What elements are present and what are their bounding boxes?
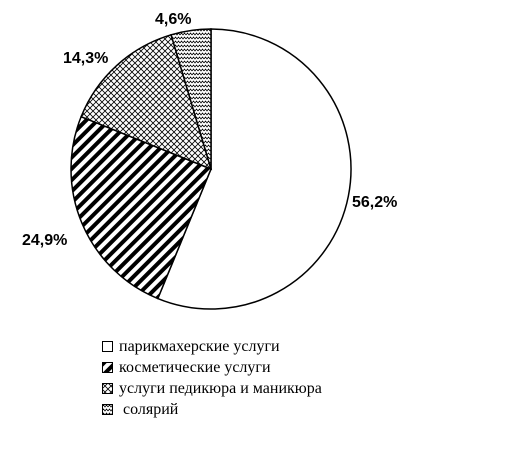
legend-swatch-pedicure-manicure	[102, 383, 113, 394]
pie-value-label: 4,6%	[155, 11, 191, 28]
legend: парикмахерские услуги косметические услу…	[102, 336, 432, 420]
legend-swatch-cosmetic	[102, 362, 113, 373]
legend-label: солярий	[123, 401, 179, 418]
legend-item: косметические услуги	[102, 357, 432, 378]
slice-pedicure-manicure	[80, 33, 213, 171]
pie-slices	[70, 28, 352, 310]
slice-cosmetic	[70, 115, 212, 300]
legend-label: услуги педикюра и маникюра	[119, 380, 322, 397]
legend-item: услуги педикюра и маникюра	[102, 378, 432, 399]
slice-solarium	[170, 28, 212, 170]
pie-value-labels: 56,2% 24,9% 14,3% 4,6%	[22, 11, 397, 249]
legend-swatch-solarium	[102, 404, 113, 415]
pie-value-label: 14,3%	[63, 50, 108, 67]
legend-label: парикмахерские услуги	[119, 338, 280, 355]
pie-value-label: 56,2%	[352, 194, 397, 211]
legend-label: косметические услуги	[119, 359, 271, 376]
legend-item: парикмахерские услуги	[102, 336, 432, 357]
legend-item: солярий	[102, 399, 432, 420]
legend-swatch-hairdressing	[102, 341, 113, 352]
slice-hairdressing	[156, 28, 352, 310]
pie-value-label: 24,9%	[22, 232, 67, 249]
